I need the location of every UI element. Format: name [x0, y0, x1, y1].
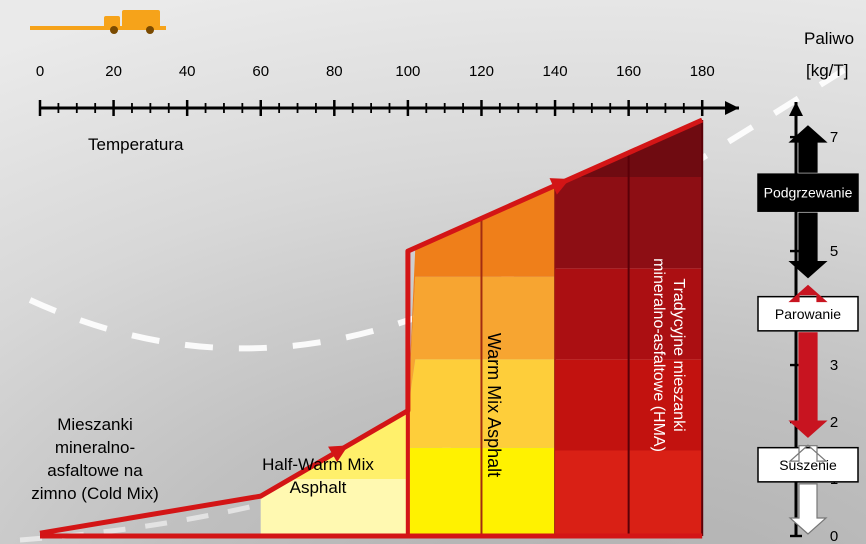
svg-text:80: 80: [326, 63, 343, 80]
svg-text:Warm Mix Asphalt: Warm Mix Asphalt: [484, 333, 504, 477]
truck-icon: [30, 10, 166, 34]
svg-text:120: 120: [469, 63, 494, 80]
svg-text:2: 2: [830, 414, 838, 431]
label-cold: Mieszanki mineralno-asfaltowe na zimno (Co…: [31, 415, 159, 503]
svg-text:Paliwo: Paliwo: [804, 29, 854, 48]
fuel-stage-boxes: Podgrzewanie Parowanie Suszenie: [758, 126, 858, 534]
svg-text:60: 60: [252, 63, 269, 80]
svg-text:Half-Warm Mix: Half-Warm Mix: [262, 455, 374, 474]
svg-text:Tradycyjne mieszanki: Tradycyjne mieszanki: [670, 278, 687, 431]
svg-text:Podgrzewanie: Podgrzewanie: [764, 185, 853, 201]
svg-text:3: 3: [830, 357, 838, 374]
svg-text:140: 140: [543, 63, 568, 80]
x-axis: 0 20 40 60 80 100 120 140 160 180 Temperatura: [36, 63, 739, 154]
svg-text:7: 7: [830, 129, 838, 146]
svg-text:5: 5: [830, 243, 838, 260]
svg-text:zimno (Cold Mix): zimno (Cold Mix): [31, 484, 159, 503]
svg-text:40: 40: [179, 63, 196, 80]
region-warm: [408, 186, 555, 537]
svg-text:Temperatura: Temperatura: [88, 135, 184, 154]
svg-text:Asphalt: Asphalt: [290, 478, 347, 497]
svg-text:Mieszanki: Mieszanki: [57, 415, 133, 434]
svg-text:0: 0: [36, 63, 44, 80]
svg-text:0: 0: [830, 528, 838, 544]
svg-text:mineralno-: mineralno-: [55, 438, 135, 457]
svg-text:Parowanie: Parowanie: [775, 306, 841, 322]
svg-text:Suszenie: Suszenie: [779, 457, 837, 473]
svg-text:100: 100: [395, 63, 420, 80]
svg-text:160: 160: [616, 63, 641, 80]
svg-text:[kg/T]: [kg/T]: [806, 61, 849, 80]
svg-text:mineralno-asfaltowe (HMA): mineralno-asfaltowe (HMA): [650, 258, 667, 452]
svg-text:asfaltowe na: asfaltowe na: [47, 461, 143, 480]
svg-text:180: 180: [690, 63, 715, 80]
svg-text:20: 20: [105, 63, 122, 80]
label-warm: Warm Mix Asphalt: [484, 333, 504, 477]
